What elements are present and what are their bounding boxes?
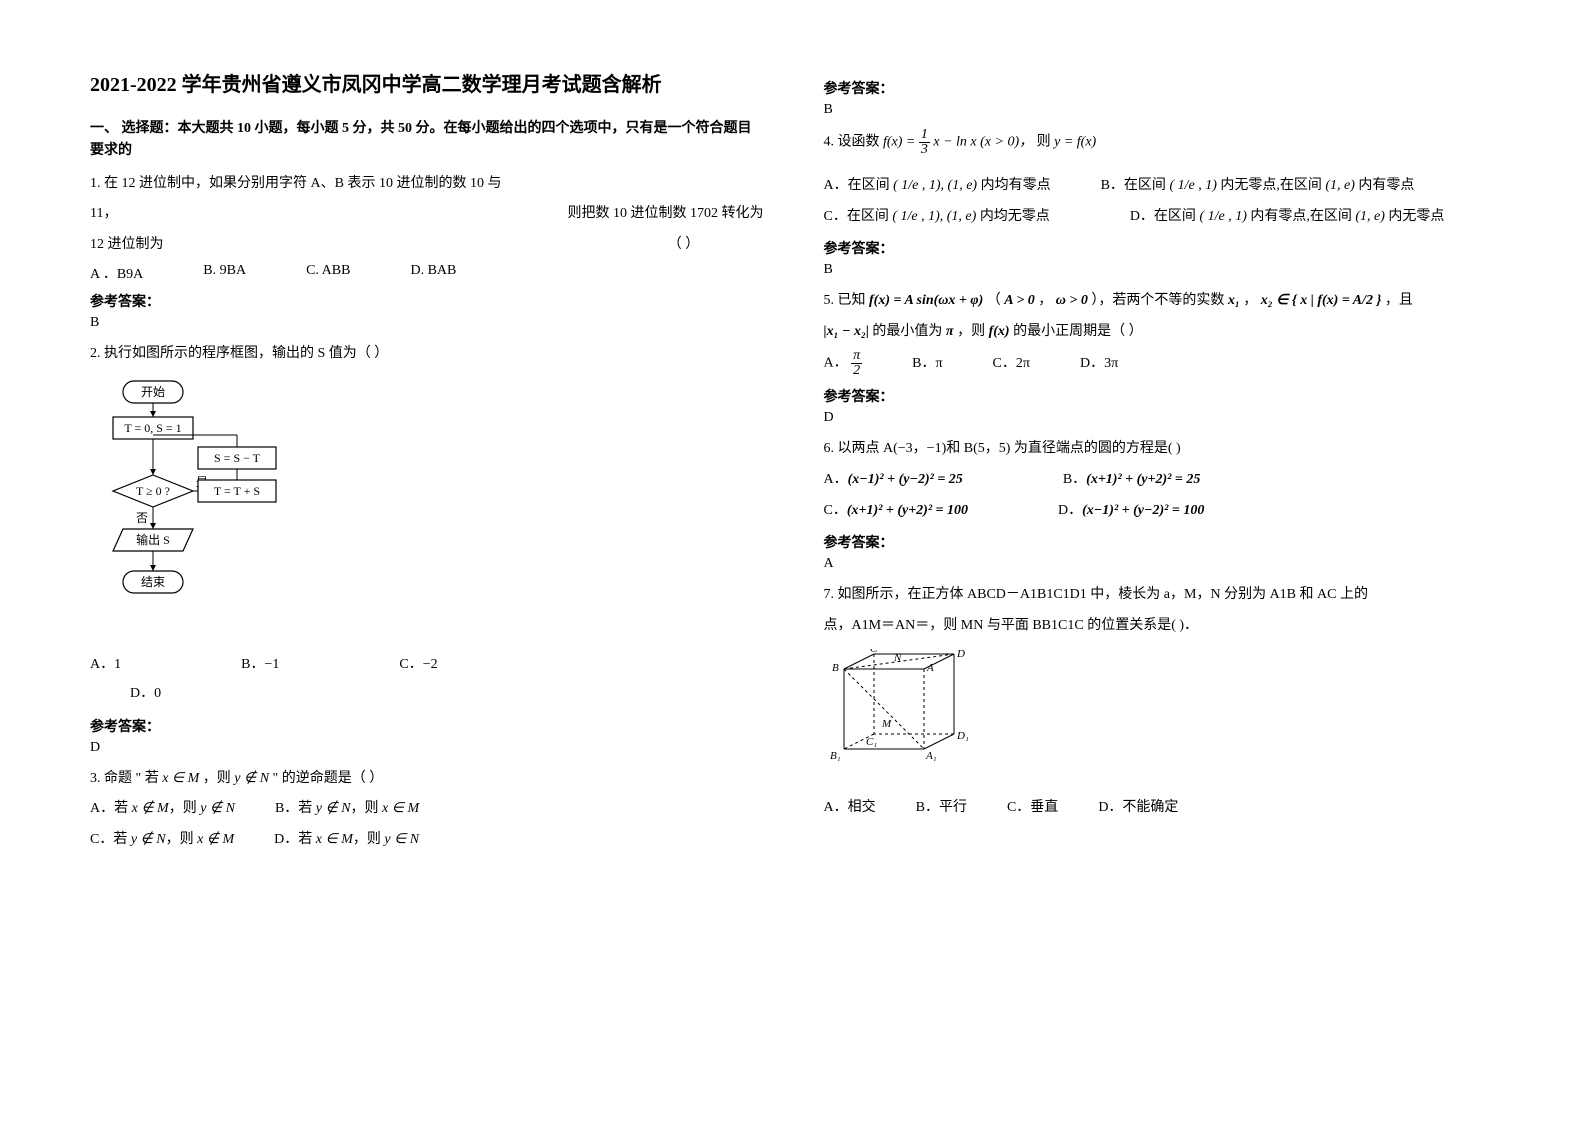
- q2-opt-b: B．−1: [241, 653, 279, 673]
- q5-options: A． π2 B．π C．2π D．3π: [824, 349, 1498, 378]
- q4-row2: C．在区间 ( 1/e , 1), (1, e) 内均无零点 D．在区间 ( 1…: [824, 204, 1498, 231]
- q7-opt-d: D．不能确定: [1098, 796, 1178, 816]
- q5-answer: D: [824, 410, 1498, 426]
- q3-y: y ∉ N: [234, 771, 269, 786]
- q6-row1: A．(x−1)² + (y−2)² = 25 B．(x+1)² + (y+2)²…: [824, 467, 1498, 494]
- q1-opt-c: C. ABB: [306, 263, 350, 283]
- q1-line2-left: 11，: [90, 201, 117, 228]
- svg-text:结束: 结束: [141, 575, 165, 589]
- q3-x: x ∈ M: [162, 771, 199, 786]
- svg-text:B₁: B₁: [830, 750, 841, 762]
- svg-text:M: M: [881, 718, 892, 730]
- q4-answer-label: 参考答案：: [824, 238, 1498, 258]
- q1-paren: （ ）: [604, 232, 764, 259]
- svg-text:S = S − T: S = S − T: [214, 451, 261, 465]
- q6-opt-b: B．(x+1)² + (y+2)² = 25: [1063, 467, 1201, 494]
- svg-text:开始: 开始: [141, 385, 165, 399]
- svg-text:C₁: C₁: [866, 736, 877, 748]
- q4-row1: A．在区间 ( 1/e , 1), (1, e) 内均有零点 B．在区间 ( 1…: [824, 173, 1498, 200]
- q5-opt-c: C．2π: [993, 351, 1030, 378]
- svg-text:T ≥ 0 ?: T ≥ 0 ?: [136, 484, 170, 498]
- q1-answer-label: 参考答案：: [90, 291, 764, 311]
- q3-prompt: 3. 命题 " 若 x ∈ M ，则 y ∉ N " 的逆命题是（ ）: [90, 766, 764, 793]
- q2-answer-label: 参考答案：: [90, 716, 764, 736]
- svg-text:C: C: [870, 649, 878, 655]
- q1-line3: 12 进位制为: [90, 232, 604, 259]
- q3-opt-d: D．若 x ∈ M，则 y ∈ N: [274, 827, 419, 854]
- svg-text:D: D: [956, 649, 965, 660]
- right-column: 参考答案： B 4. 设函数 f(x) = 13 x − ln x (x > 0…: [824, 70, 1498, 858]
- q7-opt-a: A．相交: [824, 796, 876, 816]
- q7-line1: 7. 如图所示，在正方体 ABCD－A1B1C1D1 中，棱长为 a，M，N 分…: [824, 582, 1498, 609]
- q2-opt-a: A．1: [90, 653, 121, 673]
- q7-opt-c: C．垂直: [1007, 796, 1058, 816]
- q5-line2: |x₁ − x₂| 的最小值为 π ，则 f(x) 的最小正周期是（ ）: [824, 319, 1498, 346]
- left-column: 2021-2022 学年贵州省遵义市凤冈中学高二数学理月考试题含解析 一、 选择…: [90, 70, 764, 858]
- svg-text:A: A: [926, 662, 934, 674]
- q2-options-row1: A．1 B．−1 C．−2: [90, 653, 764, 673]
- q3-opt-a: A．若 x ∉ M，则 y ∉ N: [90, 796, 235, 823]
- q4-answer: B: [824, 262, 1498, 278]
- q1-opt-a: A ．B9A: [90, 263, 143, 283]
- q2-opt-d: D．0: [90, 681, 764, 708]
- q1-line1: 1. 在 12 进位制中，如果分别用字符 A、B 表示 10 进位制的数 10 …: [90, 171, 764, 198]
- svg-text:否: 否: [136, 511, 148, 525]
- svg-text:T = 0, S = 1: T = 0, S = 1: [124, 421, 181, 435]
- q5-opt-a: A． π2: [824, 349, 863, 378]
- q7-opt-b: B．平行: [916, 796, 967, 816]
- q4-opt-a: A．在区间 ( 1/e , 1), (1, e) 内均有零点: [824, 173, 1051, 200]
- svg-text:D₁: D₁: [956, 730, 969, 742]
- q6-opt-a: A．(x−1)² + (y−2)² = 25: [824, 467, 963, 494]
- svg-text:A₁: A₁: [925, 750, 937, 762]
- svg-text:T = T + S: T = T + S: [214, 484, 260, 498]
- q4-opt-c: C．在区间 ( 1/e , 1), (1, e) 内均无零点: [824, 204, 1050, 231]
- page-title: 2021-2022 学年贵州省遵义市凤冈中学高二数学理月考试题含解析: [90, 70, 764, 100]
- q2-flowchart: 开始 T = 0, S = 1 S = S − T T ≥ 0 ? 是 T = …: [98, 379, 764, 639]
- q7-cube-figure: C D B A C₁ D₁ B₁ A₁ N M: [824, 649, 1498, 784]
- q2-prompt-text: 2. 执行如图所示的程序框图，输出的 S 值为（ ）: [90, 346, 388, 361]
- section-heading: 一、 选择题：本大题共 10 小题，每小题 5 分，共 50 分。在每小题给出的…: [90, 118, 764, 163]
- q7-line2: 点，A1M＝AN＝，则 MN 与平面 BB1C1C 的位置关系是( )．: [824, 613, 1498, 640]
- q3-row2: C．若 y ∉ N，则 x ∉ M D．若 x ∈ M，则 y ∈ N: [90, 827, 764, 854]
- q3-answer: B: [824, 102, 1498, 118]
- q2-prompt: 2. 执行如图所示的程序框图，输出的 S 值为（ ）: [90, 341, 764, 368]
- q3-mid1: ，则: [203, 771, 235, 786]
- q1-opt-b: B. 9BA: [203, 263, 246, 283]
- q2-opt-c: C．−2: [399, 653, 437, 673]
- q6-prompt: 6. 以两点 A(−3，−1)和 B(5，5) 为直径端点的圆的方程是( ): [824, 436, 1498, 463]
- svg-text:B: B: [832, 662, 839, 674]
- q3-opt-c: C．若 y ∉ N，则 x ∉ M: [90, 827, 234, 854]
- q4-opt-d: D．在区间 ( 1/e , 1) 内有零点,在区间 (1, e) 内无零点: [1130, 204, 1445, 231]
- q5-line1: 5. 已知 f(x) = A sin(ωx + φ) （ A > 0 ， ω >…: [824, 288, 1498, 315]
- q4-opt-b: B．在区间 ( 1/e , 1) 内无零点,在区间 (1, e) 内有零点: [1101, 173, 1415, 200]
- q3-answer-label: 参考答案：: [824, 78, 1498, 98]
- q1-answer: B: [90, 315, 764, 331]
- q3-mid2: " 的逆命题是（ ）: [273, 771, 384, 786]
- svg-text:N: N: [893, 652, 902, 664]
- q6-opt-c: C．(x+1)² + (y+2)² = 100: [824, 498, 969, 525]
- q6-opt-d: D．(x−1)² + (y−2)² = 100: [1058, 498, 1204, 525]
- q1-opt-d: D. BAB: [410, 263, 456, 283]
- q6-row2: C．(x+1)² + (y+2)² = 100 D．(x−1)² + (y−2)…: [824, 498, 1498, 525]
- q6-answer: A: [824, 556, 1498, 572]
- q1-line2-right: 则把数 10 进位制数 1702 转化为: [568, 201, 764, 228]
- q5-opt-b: B．π: [912, 351, 942, 378]
- q4-prompt: 4. 设函数 f(x) = 13 x − ln x (x > 0)， 则 y =…: [824, 128, 1498, 157]
- q5-opt-d: D．3π: [1080, 351, 1118, 378]
- q6-answer-label: 参考答案：: [824, 532, 1498, 552]
- q3-row1: A．若 x ∉ M，则 y ∉ N B．若 y ∉ N，则 x ∈ M: [90, 796, 764, 823]
- q3-prefix: 3. 命题 " 若: [90, 771, 162, 786]
- q2-answer: D: [90, 740, 764, 756]
- q3-opt-b: B．若 y ∉ N，则 x ∈ M: [275, 796, 419, 823]
- q1-options: A ．B9A B. 9BA C. ABB D. BAB: [90, 263, 764, 283]
- q7-options: A．相交 B．平行 C．垂直 D．不能确定: [824, 796, 1498, 816]
- q5-answer-label: 参考答案：: [824, 386, 1498, 406]
- svg-text:输出 S: 输出 S: [136, 532, 170, 547]
